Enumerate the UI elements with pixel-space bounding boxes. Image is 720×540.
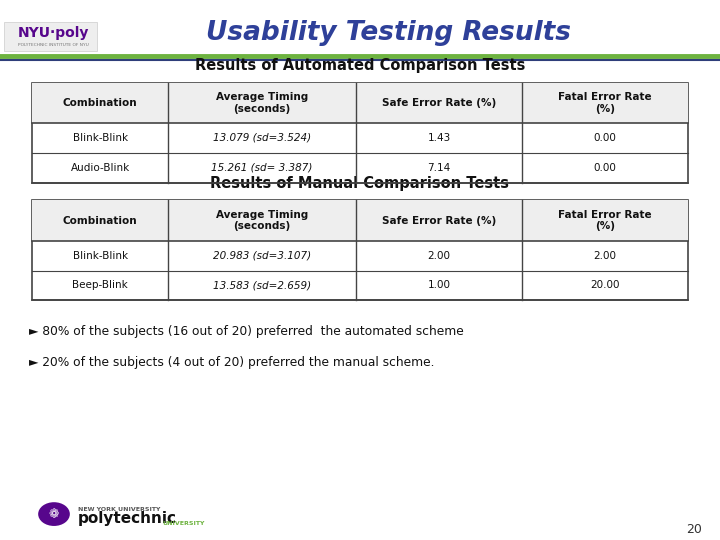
Text: 13.079 (sd=3.524): 13.079 (sd=3.524) xyxy=(213,133,311,143)
Bar xyxy=(32,200,688,241)
Circle shape xyxy=(38,502,70,526)
Text: 0.00: 0.00 xyxy=(593,163,616,173)
Text: Combination: Combination xyxy=(63,215,138,226)
Text: Beep-Blink: Beep-Blink xyxy=(72,280,128,291)
Text: UNIVERSITY: UNIVERSITY xyxy=(162,521,204,526)
Text: Safe Error Rate (%): Safe Error Rate (%) xyxy=(382,98,496,108)
Text: 13.583 (sd=2.659): 13.583 (sd=2.659) xyxy=(213,280,311,291)
Text: Fatal Error Rate
(%): Fatal Error Rate (%) xyxy=(558,92,652,114)
Text: 20.00: 20.00 xyxy=(590,280,619,291)
Bar xyxy=(4,22,97,51)
Text: Average Timing
(seconds): Average Timing (seconds) xyxy=(216,92,308,114)
Text: Safe Error Rate (%): Safe Error Rate (%) xyxy=(382,215,496,226)
Text: 7.14: 7.14 xyxy=(428,163,451,173)
Bar xyxy=(32,200,688,300)
Text: Results of Automated Comparison Tests: Results of Automated Comparison Tests xyxy=(195,58,525,73)
Bar xyxy=(32,83,688,123)
Text: ► 20% of the subjects (4 out of 20) preferred the manual scheme.: ► 20% of the subjects (4 out of 20) pref… xyxy=(29,356,434,369)
Text: 20: 20 xyxy=(686,523,702,536)
Text: 2.00: 2.00 xyxy=(593,251,616,261)
Text: ❁: ❁ xyxy=(49,508,59,521)
Text: Combination: Combination xyxy=(63,98,138,108)
Text: Audio-Blink: Audio-Blink xyxy=(71,163,130,173)
Text: Usability Testing Results: Usability Testing Results xyxy=(207,21,571,46)
Text: Fatal Error Rate
(%): Fatal Error Rate (%) xyxy=(558,210,652,231)
Text: Blink-Blink: Blink-Blink xyxy=(73,251,127,261)
Text: 2.00: 2.00 xyxy=(428,251,451,261)
Text: Average Timing
(seconds): Average Timing (seconds) xyxy=(216,210,308,231)
Text: ► 80% of the subjects (16 out of 20) preferred  the automated scheme: ► 80% of the subjects (16 out of 20) pre… xyxy=(29,325,464,338)
Text: Results of Manual Comparison Tests: Results of Manual Comparison Tests xyxy=(210,176,510,191)
Text: NEW YORK UNIVERSITY: NEW YORK UNIVERSITY xyxy=(78,507,161,512)
Text: Blink-Blink: Blink-Blink xyxy=(73,133,127,143)
Text: 1.00: 1.00 xyxy=(428,280,451,291)
Text: 15.261 (sd= 3.387): 15.261 (sd= 3.387) xyxy=(212,163,312,173)
Bar xyxy=(32,83,688,183)
Text: NYU·poly: NYU·poly xyxy=(18,26,89,40)
Text: POLYTECHNIC INSTITUTE OF NYU: POLYTECHNIC INSTITUTE OF NYU xyxy=(18,43,89,47)
Text: 0.00: 0.00 xyxy=(593,133,616,143)
Text: 20.983 (sd=3.107): 20.983 (sd=3.107) xyxy=(213,251,311,261)
Text: polytechnic: polytechnic xyxy=(78,511,177,526)
Text: 1.43: 1.43 xyxy=(428,133,451,143)
